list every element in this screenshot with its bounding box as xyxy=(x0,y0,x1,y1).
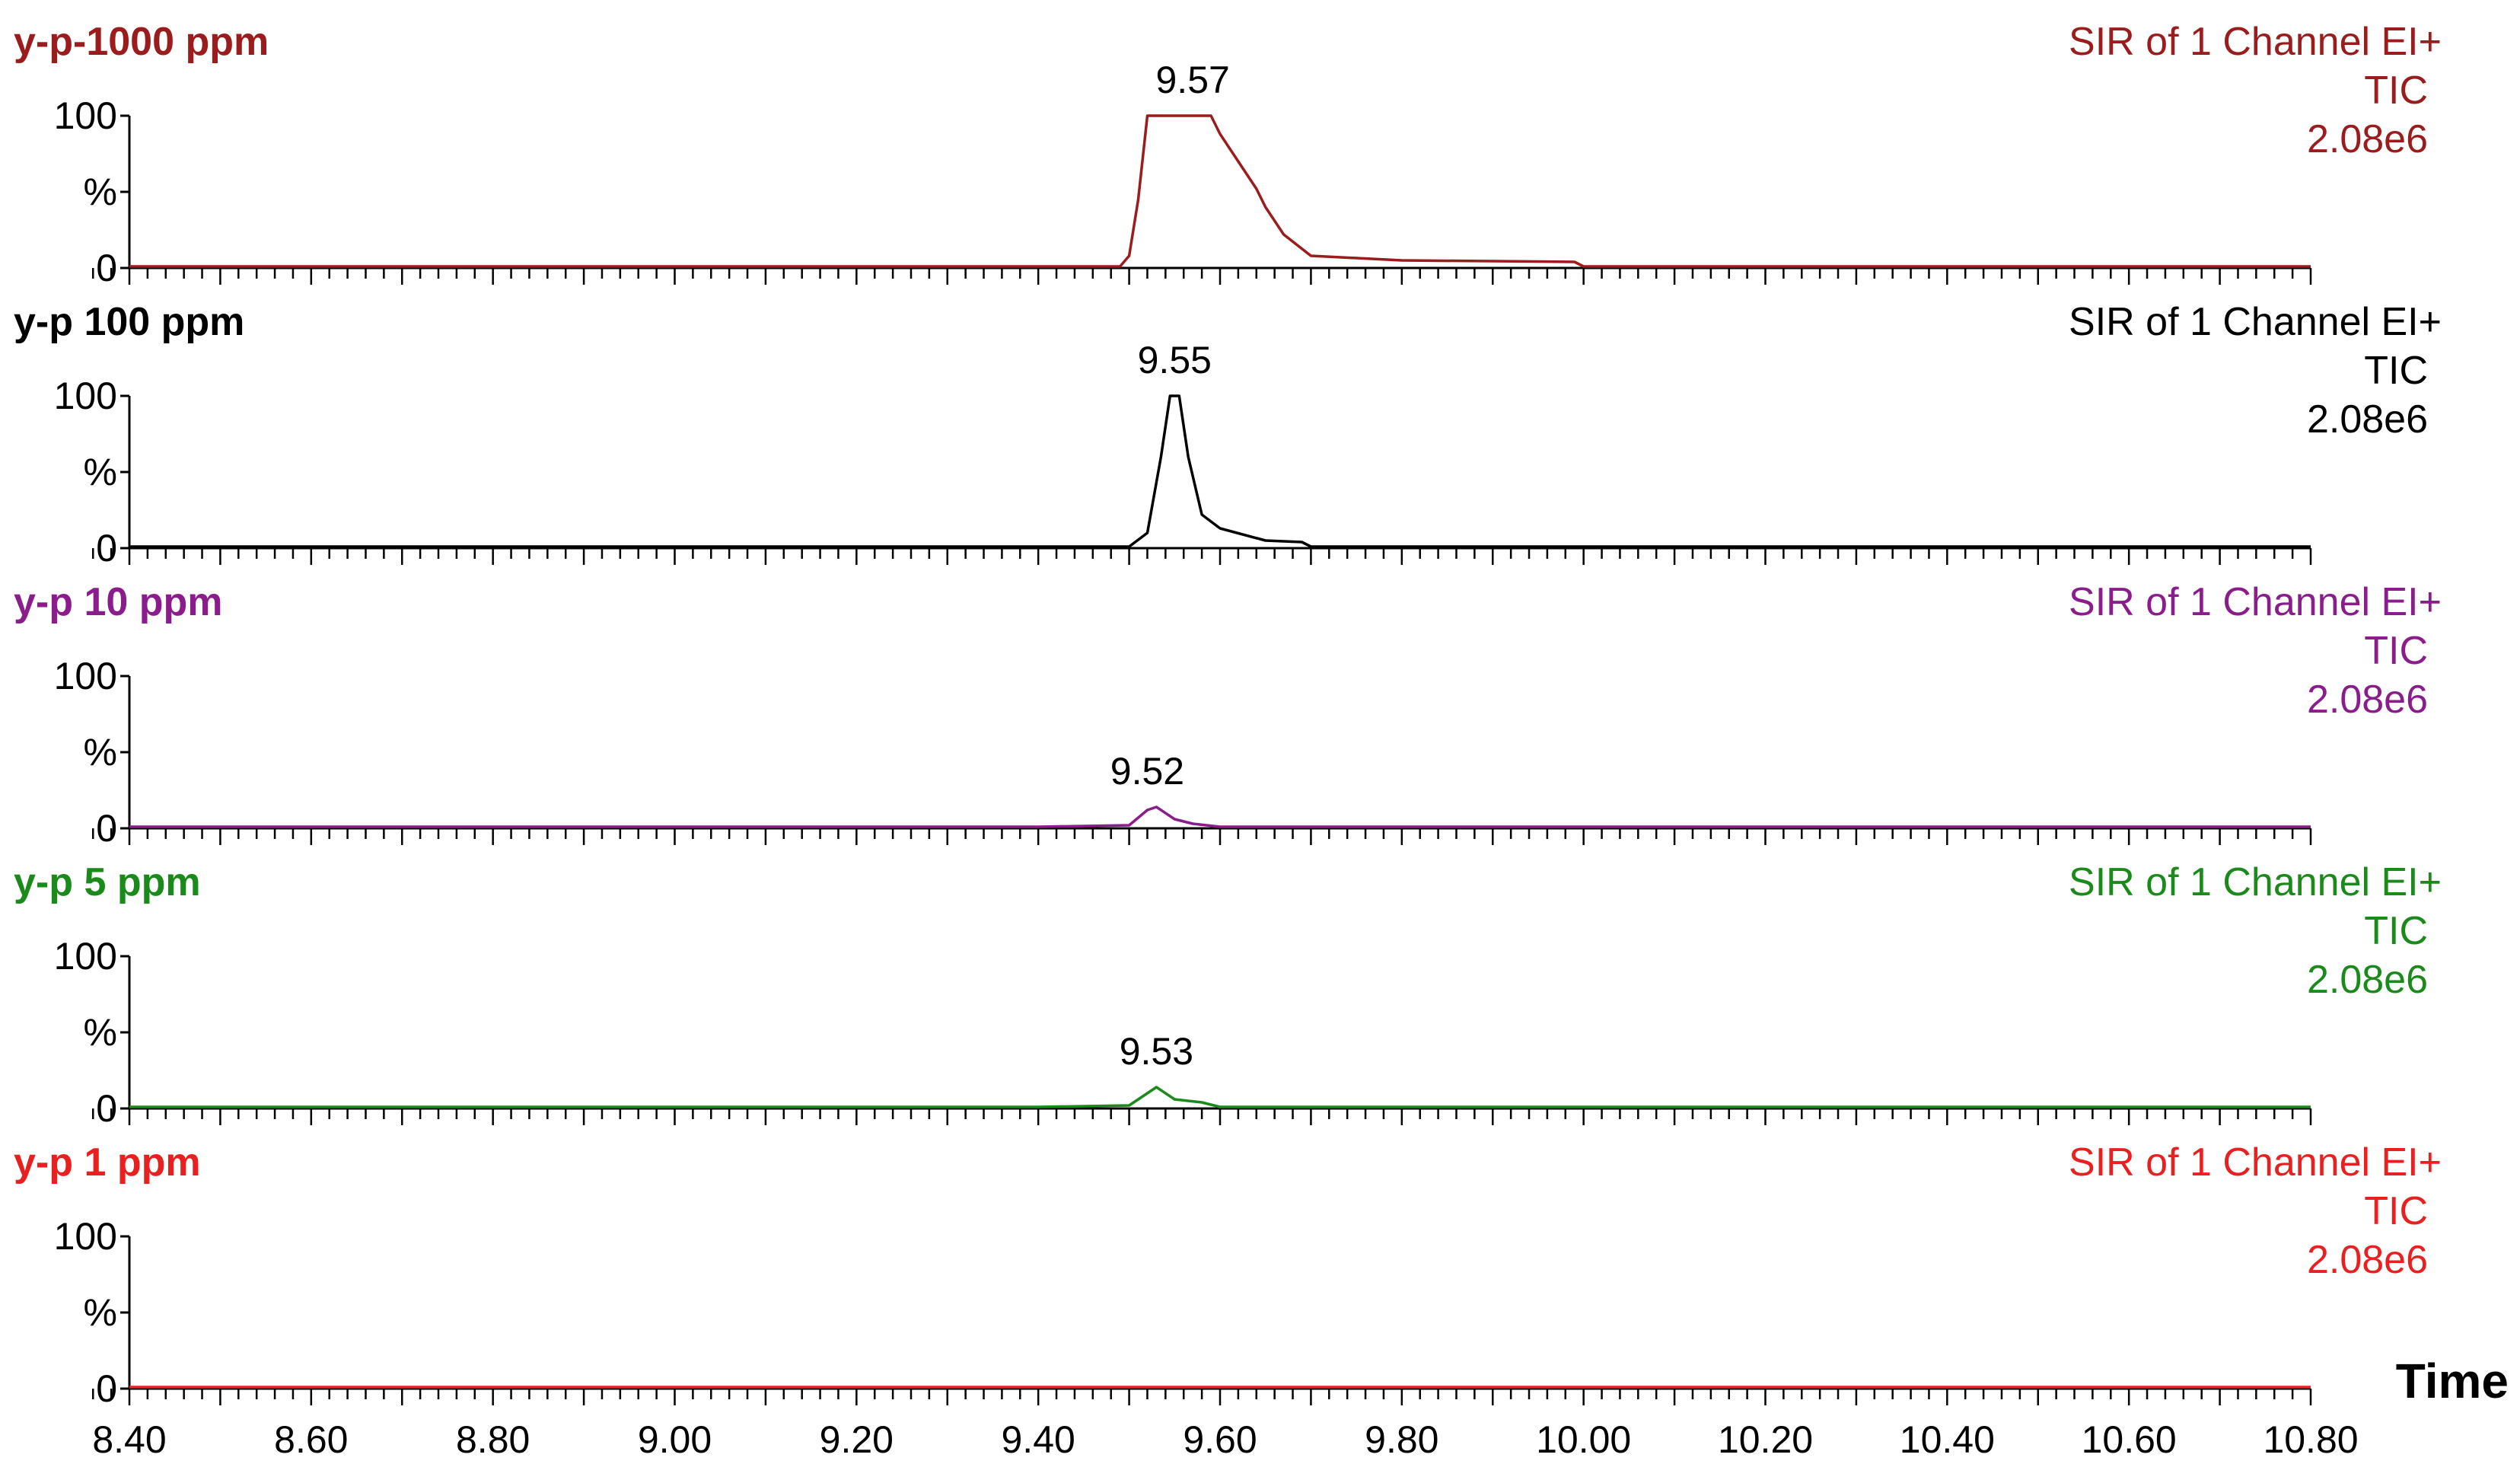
y-tick-label: 100 xyxy=(54,655,117,697)
y-tick-label: 100 xyxy=(54,1215,117,1258)
x-tick-label: 10.00 xyxy=(1536,1418,1631,1461)
baseline-ticks xyxy=(91,1108,2312,1125)
x-axis-label: Time xyxy=(2396,1354,2509,1408)
y-tick-label: 0 xyxy=(96,1367,117,1410)
panel-title: y-p 5 ppm xyxy=(14,860,201,904)
peak-label: 9.53 xyxy=(1120,1030,1193,1073)
y-tick-label: % xyxy=(84,171,117,213)
panel-4: y-p 5 ppm SIR of 1 Channel EI+ TIC 2.08e6 10… xyxy=(14,860,2442,1130)
panel-info-line: 2.08e6 xyxy=(2307,117,2428,161)
panel-title: y-p-1000 ppm xyxy=(14,20,269,64)
x-tick-label: 9.00 xyxy=(638,1418,712,1461)
peak-label: 9.52 xyxy=(1110,750,1184,793)
x-tick-label: 9.20 xyxy=(820,1418,894,1461)
panel-info-line: 2.08e6 xyxy=(2307,678,2428,722)
panel-info-line: 2.08e6 xyxy=(2307,1238,2428,1282)
x-tick-label: 10.20 xyxy=(1718,1418,1813,1461)
panel-title: y-p 1 ppm xyxy=(14,1140,201,1185)
series-trace xyxy=(129,805,2311,828)
baseline-ticks xyxy=(91,548,2312,565)
panel-1: y-p-1000 ppm SIR of 1 Channel EI+ TIC2.08e… xyxy=(14,20,2442,289)
panel-info-line: 2.08e6 xyxy=(2307,958,2428,1002)
panel-info-line: SIR of 1 Channel EI+ xyxy=(2069,860,2442,904)
x-axis: 8.40 8.60 8.80 9.00 9.20 9.40 9.60 9.80 10.00 10.… xyxy=(92,1354,2509,1461)
panel-info-line: TIC xyxy=(2364,349,2428,393)
y-tick-label: 0 xyxy=(96,1087,117,1130)
panel-info-line: TIC xyxy=(2364,69,2428,113)
y-tick-label: % xyxy=(84,1011,117,1054)
x-tick-label: 10.60 xyxy=(2082,1418,2177,1461)
panel-info-line: SIR of 1 Channel EI+ xyxy=(2069,580,2442,624)
panel-title: y-p 100 ppm xyxy=(14,300,244,344)
y-tick-label: 0 xyxy=(96,807,117,850)
panel-info-line: SIR of 1 Channel EI+ xyxy=(2069,20,2442,64)
panel-info-line: SIR of 1 Channel EI+ xyxy=(2069,1140,2442,1185)
y-tick-label: % xyxy=(84,1291,117,1334)
x-tick-label: 8.80 xyxy=(456,1418,530,1461)
panel-info-line: TIC xyxy=(2364,629,2428,673)
y-tick-label: 0 xyxy=(96,527,117,569)
baseline-ticks xyxy=(91,1389,2312,1405)
y-tick-label: 100 xyxy=(54,935,117,978)
panel-3: y-p 10 ppm SIR of 1 Channel EI+ TIC 2.08e6 1… xyxy=(14,580,2442,850)
peak-label: 9.57 xyxy=(1156,59,1230,101)
baseline-ticks xyxy=(91,828,2312,845)
peak-label: 9.55 xyxy=(1138,339,1212,381)
series-trace xyxy=(129,1086,2311,1108)
panel-info-line: 2.08e6 xyxy=(2307,397,2428,442)
x-tick-label: 8.60 xyxy=(274,1418,348,1461)
panel-info-line: TIC xyxy=(2364,909,2428,953)
y-tick-label: 100 xyxy=(54,94,117,137)
panel-5: y-p 1 ppm SIR of 1 Channel EI+TIC 2.08e6 10… xyxy=(14,1140,2442,1410)
panel-info-line: TIC xyxy=(2364,1189,2428,1233)
panel-title: y-p 10 ppm xyxy=(14,580,223,624)
panels-group: y-p-1000 ppm SIR of 1 Channel EI+TIC2.08e… xyxy=(14,20,2442,1410)
x-tick-label: 10.80 xyxy=(2263,1418,2358,1461)
y-tick-label: 100 xyxy=(54,375,117,417)
x-tick-label: 8.40 xyxy=(92,1418,166,1461)
series-trace xyxy=(129,394,2311,548)
panel-info-line: SIR of 1 Channel EI+ xyxy=(2069,300,2442,344)
y-tick-label: 0 xyxy=(96,247,117,289)
x-tick-label: 9.40 xyxy=(1002,1418,1075,1461)
panel-2: y-p 100 ppm SIR of 1 Channel EI+ TIC2.08e6… xyxy=(14,300,2442,569)
x-tick-label: 9.80 xyxy=(1365,1418,1438,1461)
y-tick-label: % xyxy=(84,731,117,773)
series-trace xyxy=(129,114,2311,268)
y-tick-label: % xyxy=(84,451,117,493)
baseline-ticks xyxy=(91,268,2312,285)
x-tick-label: 10.40 xyxy=(1900,1418,1995,1461)
x-tick-label: 9.60 xyxy=(1183,1418,1257,1461)
